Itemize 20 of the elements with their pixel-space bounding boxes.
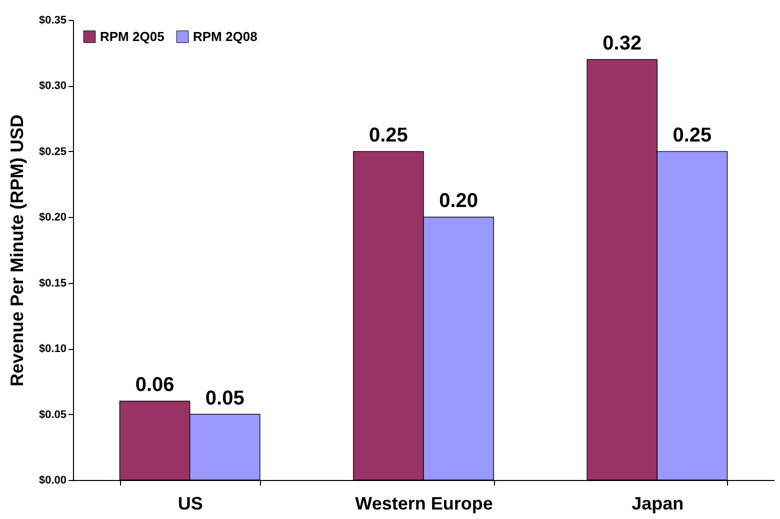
x-tick-label: US (178, 494, 203, 514)
data-label: 0.20 (439, 190, 478, 212)
legend-label: RPM 2Q05 (100, 28, 164, 44)
data-label: 0.25 (368, 124, 408, 146)
y-tick-label: $0.20 (38, 212, 66, 224)
y-tick-label: $0.25 (38, 146, 66, 158)
y-tick-label: $0.00 (38, 474, 66, 486)
y-tick-label: $0.35 (38, 14, 66, 26)
legend-label: RPM 2Q08 (193, 28, 258, 44)
y-tick-label: $0.30 (38, 80, 66, 92)
y-tick-label: $0.05 (38, 408, 66, 421)
x-tick-label: Western Europe (355, 494, 493, 514)
data-label: 0.32 (602, 32, 642, 54)
data-label: 0.25 (672, 124, 712, 146)
y-tick-label: $0.10 (38, 343, 66, 356)
x-tick-label: Japan (632, 494, 684, 514)
y-tick-label: $0.15 (38, 277, 66, 290)
y-axis-title: Revenue Per Minute (RPM) USD (6, 114, 27, 387)
data-label: 0.05 (205, 387, 244, 410)
data-label: 0.06 (135, 374, 174, 396)
